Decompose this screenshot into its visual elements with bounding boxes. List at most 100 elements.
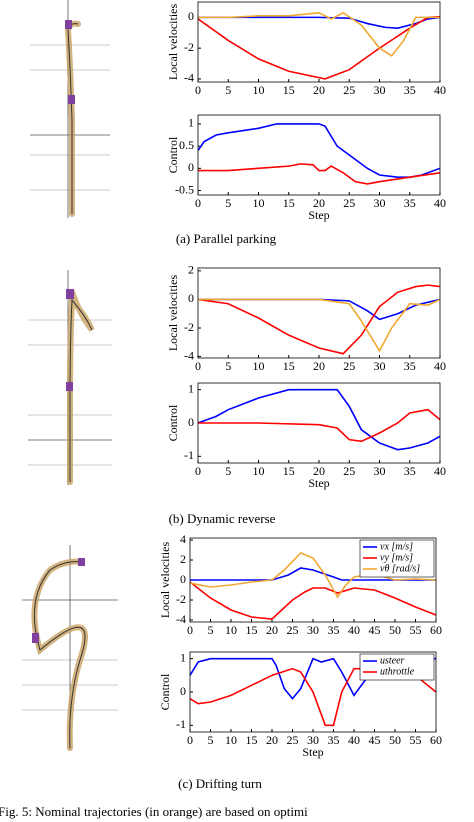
y-axis-label: Control (158, 673, 172, 710)
y-tick-label: 2 (188, 263, 194, 277)
y-tick-label: -2 (184, 320, 194, 334)
y-tick-label: 0 (188, 160, 194, 174)
y-tick-label: -4 (184, 348, 194, 362)
y-tick-label: 2 (180, 552, 186, 566)
x-tick-label: 5 (225, 464, 231, 478)
series-line (198, 284, 440, 355)
series-line (198, 298, 440, 321)
x-tick-label: 25 (343, 464, 355, 478)
series-line (198, 298, 440, 353)
x-tick-label: 50 (389, 733, 401, 747)
x-tick-label: 35 (404, 359, 416, 373)
y-tick-label: 0.5 (179, 138, 194, 152)
x-tick-label: 35 (404, 83, 416, 97)
x-tick-label: 35 (404, 464, 416, 478)
x-tick-label: 45 (369, 733, 381, 747)
x-tick-label: 20 (313, 83, 325, 97)
y-tick-label: 0 (188, 291, 194, 305)
x-tick-label: 10 (225, 733, 237, 747)
x-tick-label: 15 (283, 83, 295, 97)
x-tick-label: 30 (374, 464, 386, 478)
x-tick-label: 30 (374, 196, 386, 210)
trajectory-b (28, 270, 112, 485)
x-tick-label: 15 (246, 733, 258, 747)
x-tick-label: 25 (287, 623, 299, 637)
x-tick-label: 25 (343, 196, 355, 210)
x-tick-label: 40 (348, 733, 360, 747)
legend-label: vy [m/s] (380, 552, 413, 563)
x-tick-label: 40 (434, 83, 446, 97)
x-tick-label: 30 (307, 623, 319, 637)
x-axis-label: Step (302, 745, 323, 759)
x-tick-label: 45 (369, 623, 381, 637)
x-tick-label: 0 (195, 196, 201, 210)
x-tick-label: 30 (374, 359, 386, 373)
x-tick-label: 5 (208, 623, 214, 637)
series-line (190, 581, 436, 620)
series-line (190, 567, 436, 581)
x-tick-label: 55 (410, 623, 422, 637)
x-tick-label: 35 (404, 196, 416, 210)
series-line (198, 15, 440, 80)
x-tick-label: 20 (313, 359, 325, 373)
y-tick-label: 0 (180, 684, 186, 698)
x-tick-label: 5 (225, 359, 231, 373)
y-tick-label: -2 (184, 40, 194, 54)
series-line (198, 163, 440, 185)
y-tick-label: 1 (180, 650, 186, 664)
series-line (198, 408, 440, 443)
x-tick-label: 20 (313, 464, 325, 478)
x-tick-label: 25 (343, 359, 355, 373)
figure-caption: Fig. 5: Nominal trajectories (in orange)… (0, 804, 308, 819)
y-axis-label: Control (166, 136, 180, 173)
y-tick-label: 0 (188, 415, 194, 429)
y-axis-label: Local velocities (158, 542, 172, 619)
x-tick-label: 20 (313, 196, 325, 210)
x-tick-label: 60 (430, 733, 442, 747)
x-tick-label: 15 (283, 359, 295, 373)
legend-label: vθ [rad/s] (380, 563, 420, 574)
series-line (198, 388, 440, 451)
y-tick-label: 0 (188, 9, 194, 23)
x-tick-label: 15 (283, 464, 295, 478)
x-tick-label: 60 (430, 623, 442, 637)
x-tick-label: 40 (348, 623, 360, 637)
plot-frame (197, 1, 441, 83)
y-tick-label: -4 (176, 612, 186, 626)
x-axis-label: Step (308, 208, 329, 222)
series-line (198, 16, 440, 29)
x-tick-label: 35 (328, 733, 340, 747)
x-tick-label: 40 (434, 196, 446, 210)
caption: (c) Drifting turn (178, 776, 262, 791)
x-tick-label: 10 (253, 196, 265, 210)
x-axis-label: Step (308, 476, 329, 490)
x-tick-label: 35 (328, 623, 340, 637)
x-tick-label: 25 (343, 83, 355, 97)
y-tick-label: 1 (188, 116, 194, 130)
x-tick-label: 30 (307, 733, 319, 747)
plot-frame (197, 267, 441, 359)
x-tick-label: 50 (389, 623, 401, 637)
x-tick-label: 55 (410, 733, 422, 747)
x-tick-label: 0 (187, 733, 193, 747)
x-tick-label: 10 (253, 83, 265, 97)
y-tick-label: 4 (180, 532, 186, 546)
plot-frame (197, 114, 441, 196)
x-tick-label: 25 (287, 733, 299, 747)
series-line (198, 123, 440, 179)
x-tick-label: 0 (195, 83, 201, 97)
legend-label: uthrottle (380, 666, 415, 677)
x-tick-label: 40 (434, 359, 446, 373)
plot-frame (189, 537, 437, 623)
x-tick-label: 10 (253, 359, 265, 373)
legend-label: usteer (380, 655, 405, 666)
series-line (198, 11, 440, 57)
y-axis-label: Control (166, 404, 180, 441)
y-tick-label: -2 (176, 592, 186, 606)
x-tick-label: 10 (225, 623, 237, 637)
legend-label: vx [m/s] (380, 541, 413, 552)
trajectory-c (22, 545, 118, 751)
x-tick-label: 15 (283, 196, 295, 210)
plot-frame (189, 651, 437, 733)
